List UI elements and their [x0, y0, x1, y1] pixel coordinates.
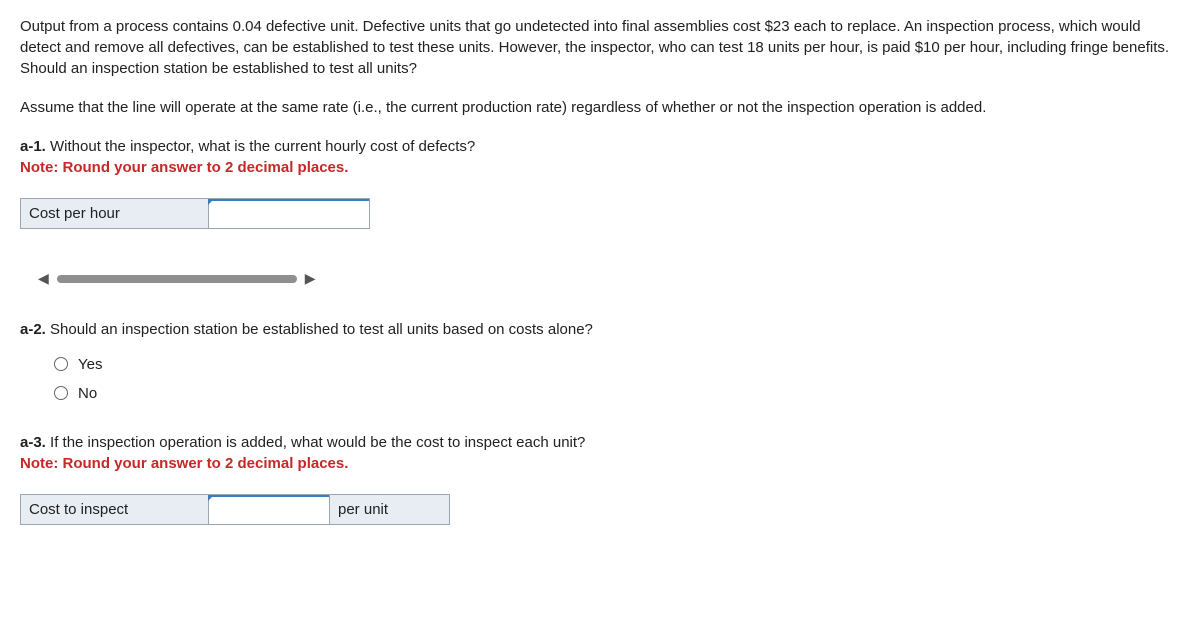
a3-answer-row: Cost to inspect per unit [20, 494, 450, 525]
q-a2-text: Should an inspection station be establis… [46, 321, 593, 338]
radio-icon [54, 386, 68, 400]
a1-input[interactable] [209, 201, 369, 228]
assumption-note: Assume that the line will operate at the… [20, 97, 1180, 118]
scroll-track[interactable] [57, 275, 297, 283]
q-a2-label: a-2. [20, 321, 46, 338]
q-a1-label: a-1. [20, 138, 46, 155]
a3-row-label: Cost to inspect [21, 495, 209, 524]
a2-option-yes[interactable]: Yes [54, 354, 1180, 375]
radio-icon [54, 357, 68, 371]
scroll-right-icon[interactable]: ▶ [305, 269, 316, 289]
scroll-left-icon[interactable]: ◀ [38, 269, 49, 289]
problem-statement: Output from a process contains 0.04 defe… [20, 16, 1180, 79]
q-a3-label: a-3. [20, 434, 46, 451]
question-a1: a-1. Without the inspector, what is the … [20, 136, 1180, 178]
a1-input-cell [209, 199, 369, 228]
a2-no-label: No [78, 383, 97, 404]
q-a3-text: If the inspection operation is added, wh… [46, 434, 586, 451]
q-a1-text: Without the inspector, what is the curre… [46, 138, 475, 155]
q-a3-note: Note: Round your answer to 2 decimal pla… [20, 455, 348, 472]
a1-answer-row: Cost per hour [20, 198, 370, 229]
a3-unit-label: per unit [329, 495, 449, 524]
question-a3: a-3. If the inspection operation is adde… [20, 432, 1180, 474]
horizontal-scroll: ◀ ▶ [38, 269, 1180, 289]
a3-input-cell [209, 495, 329, 524]
a3-input[interactable] [209, 497, 329, 524]
q-a1-note: Note: Round your answer to 2 decimal pla… [20, 159, 348, 176]
question-a2: a-2. Should an inspection station be est… [20, 319, 1180, 340]
a1-row-label: Cost per hour [21, 199, 209, 228]
a2-radio-group: Yes No [54, 354, 1180, 404]
a2-option-no[interactable]: No [54, 383, 1180, 404]
a2-yes-label: Yes [78, 354, 102, 375]
